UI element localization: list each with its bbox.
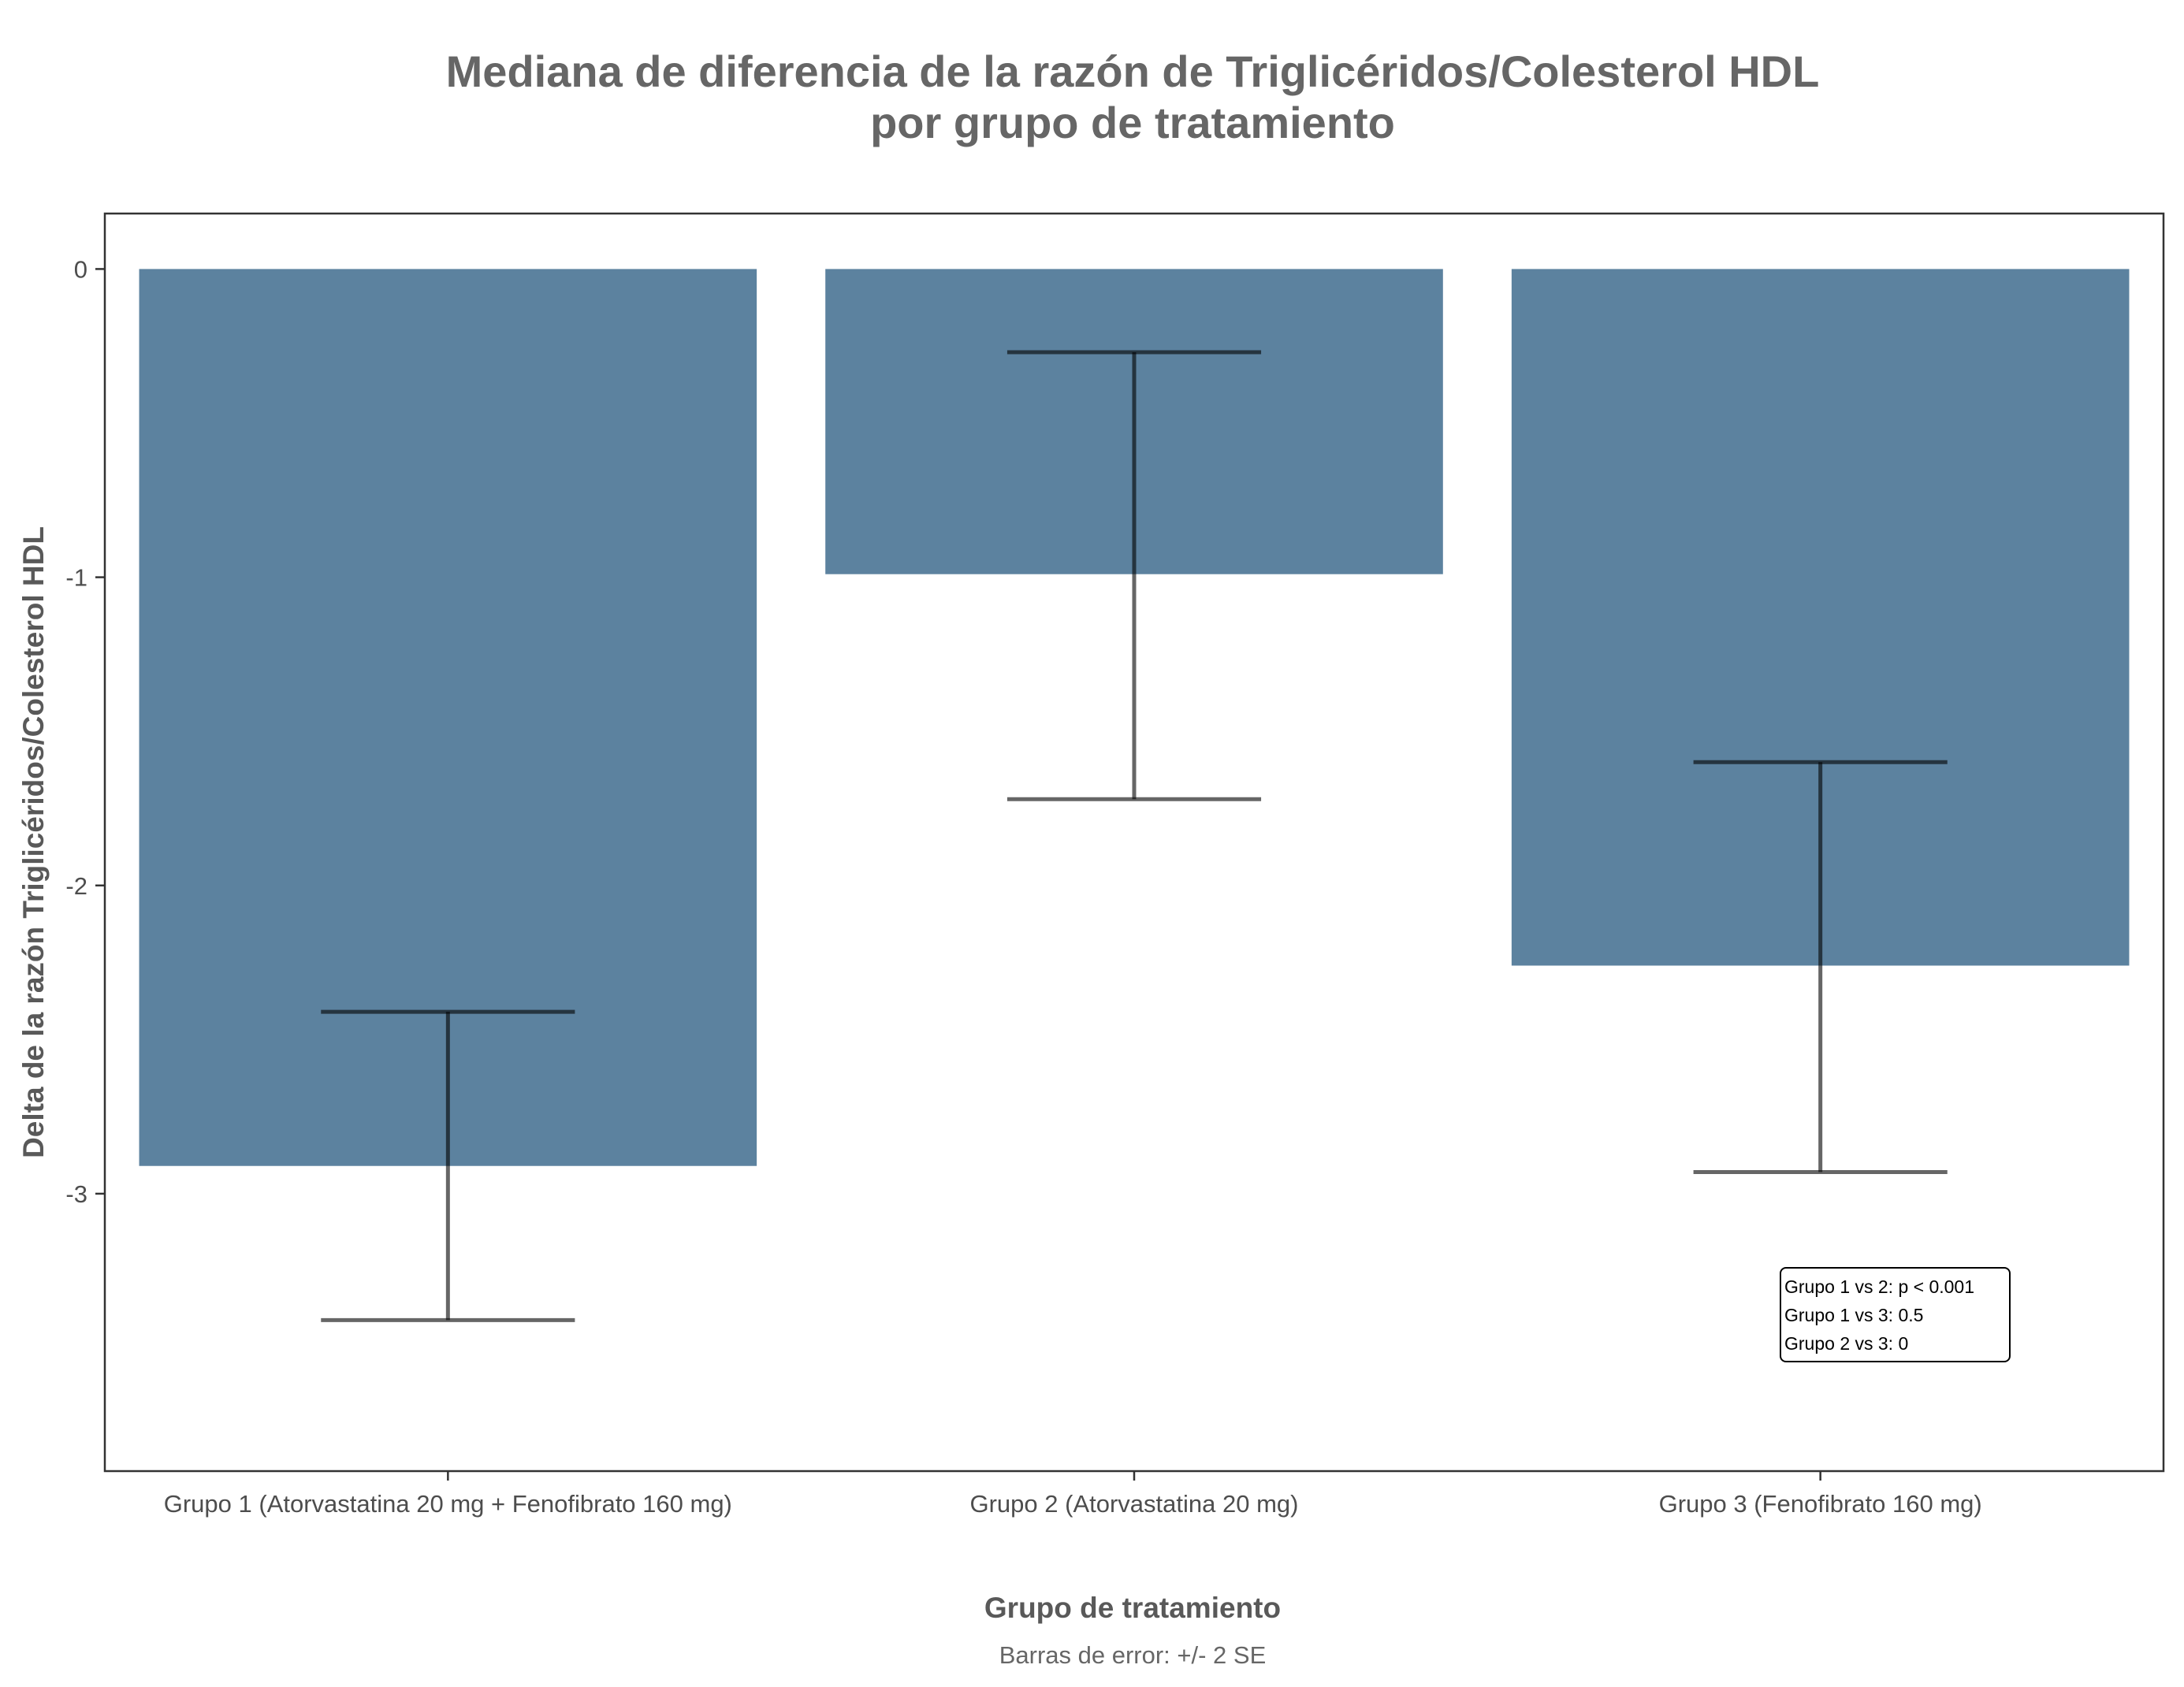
x-axis-title: Grupo de tratamiento (984, 1592, 1281, 1624)
annotation-line-1: Grupo 1 vs 2: p < 0.001 (1784, 1276, 1974, 1297)
plot-area: Grupo 1 (Atorvastatina 20 mg + Fenofibra… (65, 255, 2130, 1518)
y-tick-label-4: -3 (65, 1180, 87, 1208)
annotation-line-3: Grupo 2 vs 3: 0 (1784, 1333, 1908, 1354)
x-tick-label-2: Grupo 2 (Atorvastatina 20 mg) (970, 1490, 1299, 1518)
chart-title-line-1: Mediana de diferencia de la razón de Tri… (446, 46, 1820, 96)
y-tick-label-2: -1 (65, 564, 87, 592)
plot-panel-border (103, 212, 2165, 1473)
y-tick-label-3: -2 (65, 872, 87, 900)
annotation-line-2: Grupo 1 vs 3: 0.5 (1784, 1305, 1923, 1325)
chart-title-line-2: por grupo de tratamiento (870, 98, 1395, 147)
x-tick-label-1: Grupo 1 (Atorvastatina 20 mg + Fenofibra… (164, 1490, 732, 1518)
p-value-annotation: Grupo 1 vs 2: p < 0.001 Grupo 1 vs 3: 0.… (1780, 1267, 2011, 1362)
annotation-box (1780, 1267, 2011, 1362)
y-tick-label-1: 0 (74, 255, 87, 283)
y-axis-title: Delta de la razón Triglicéridos/Colester… (17, 526, 50, 1158)
x-tick-label-3: Grupo 3 (Fenofibrato 160 mg) (1659, 1490, 1982, 1518)
error-bar-caption: Barras de error: +/- 2 SE (999, 1641, 1267, 1669)
